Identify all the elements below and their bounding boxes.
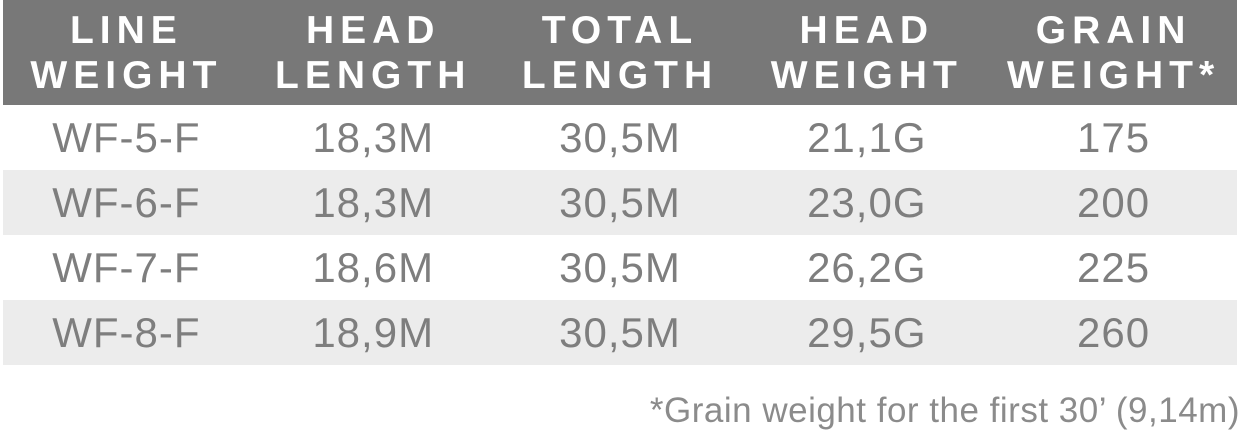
table-row-wf7: WF-7-F 18,6M 30,5M 26,2G 225	[3, 235, 1237, 300]
cell-head-weight: 29,5G	[807, 308, 927, 356]
cell-grain-weight: 175	[1077, 113, 1151, 161]
grain-weight-footnote: *Grain weight for the first 30’ (9,14m)	[649, 391, 1240, 430]
table-row-wf8: WF-8-F 18,9M 30,5M 29,5G 260	[3, 300, 1237, 365]
cell-total-length: 30,5M	[559, 178, 681, 226]
cell-head-length: 18,6M	[312, 243, 435, 291]
cell-head-weight: 26,2G	[807, 243, 927, 291]
header-line1: HEAD	[799, 8, 935, 52]
column-header-grain-weight: GRAIN WEIGHT*	[990, 8, 1237, 98]
header-line2: LENGTH	[521, 53, 719, 97]
cell-total-length: 30,5M	[559, 113, 681, 161]
line-spec-table: LINE WEIGHT HEAD LENGTH TOTAL LENGTH HEA…	[3, 0, 1237, 365]
column-header-head-length: HEAD LENGTH	[250, 8, 497, 98]
cell-head-weight: 23,0G	[807, 178, 927, 226]
header-line2: WEIGHT	[30, 53, 223, 97]
table-header-row: LINE WEIGHT HEAD LENGTH TOTAL LENGTH HEA…	[3, 0, 1237, 105]
table-row-wf5: WF-5-F 18,3M 30,5M 21,1G 175	[3, 105, 1237, 170]
cell-line-weight: WF-7-F	[52, 243, 201, 291]
column-header-line-weight: LINE WEIGHT	[3, 8, 250, 98]
header-line2: WEIGHT*	[1007, 53, 1221, 97]
cell-total-length: 30,5M	[559, 308, 681, 356]
table-row-wf6: WF-6-F 18,3M 30,5M 23,0G 200	[3, 170, 1237, 235]
cell-head-length: 18,3M	[312, 178, 435, 226]
header-line1: LINE	[69, 8, 183, 52]
column-header-total-length: TOTAL LENGTH	[497, 8, 744, 98]
cell-grain-weight: 260	[1077, 308, 1151, 356]
cell-line-weight: WF-5-F	[52, 113, 201, 161]
cell-line-weight: WF-8-F	[52, 308, 201, 356]
table-body: WF-5-F 18,3M 30,5M 21,1G 175 WF-6-F 18,3…	[3, 105, 1237, 365]
header-line2: LENGTH	[275, 53, 472, 97]
cell-grain-weight: 200	[1077, 178, 1151, 226]
cell-total-length: 30,5M	[559, 243, 681, 291]
cell-head-length: 18,3M	[312, 113, 435, 161]
cell-line-weight: WF-6-F	[52, 178, 201, 226]
cell-grain-weight: 225	[1077, 243, 1151, 291]
column-header-head-weight: HEAD WEIGHT	[743, 8, 990, 98]
header-line2: WEIGHT	[770, 53, 963, 97]
header-line1: GRAIN	[1035, 8, 1192, 52]
cell-head-length: 18,9M	[312, 308, 435, 356]
header-line1: TOTAL	[541, 8, 699, 52]
header-line1: HEAD	[305, 8, 441, 52]
cell-head-weight: 21,1G	[807, 113, 927, 161]
